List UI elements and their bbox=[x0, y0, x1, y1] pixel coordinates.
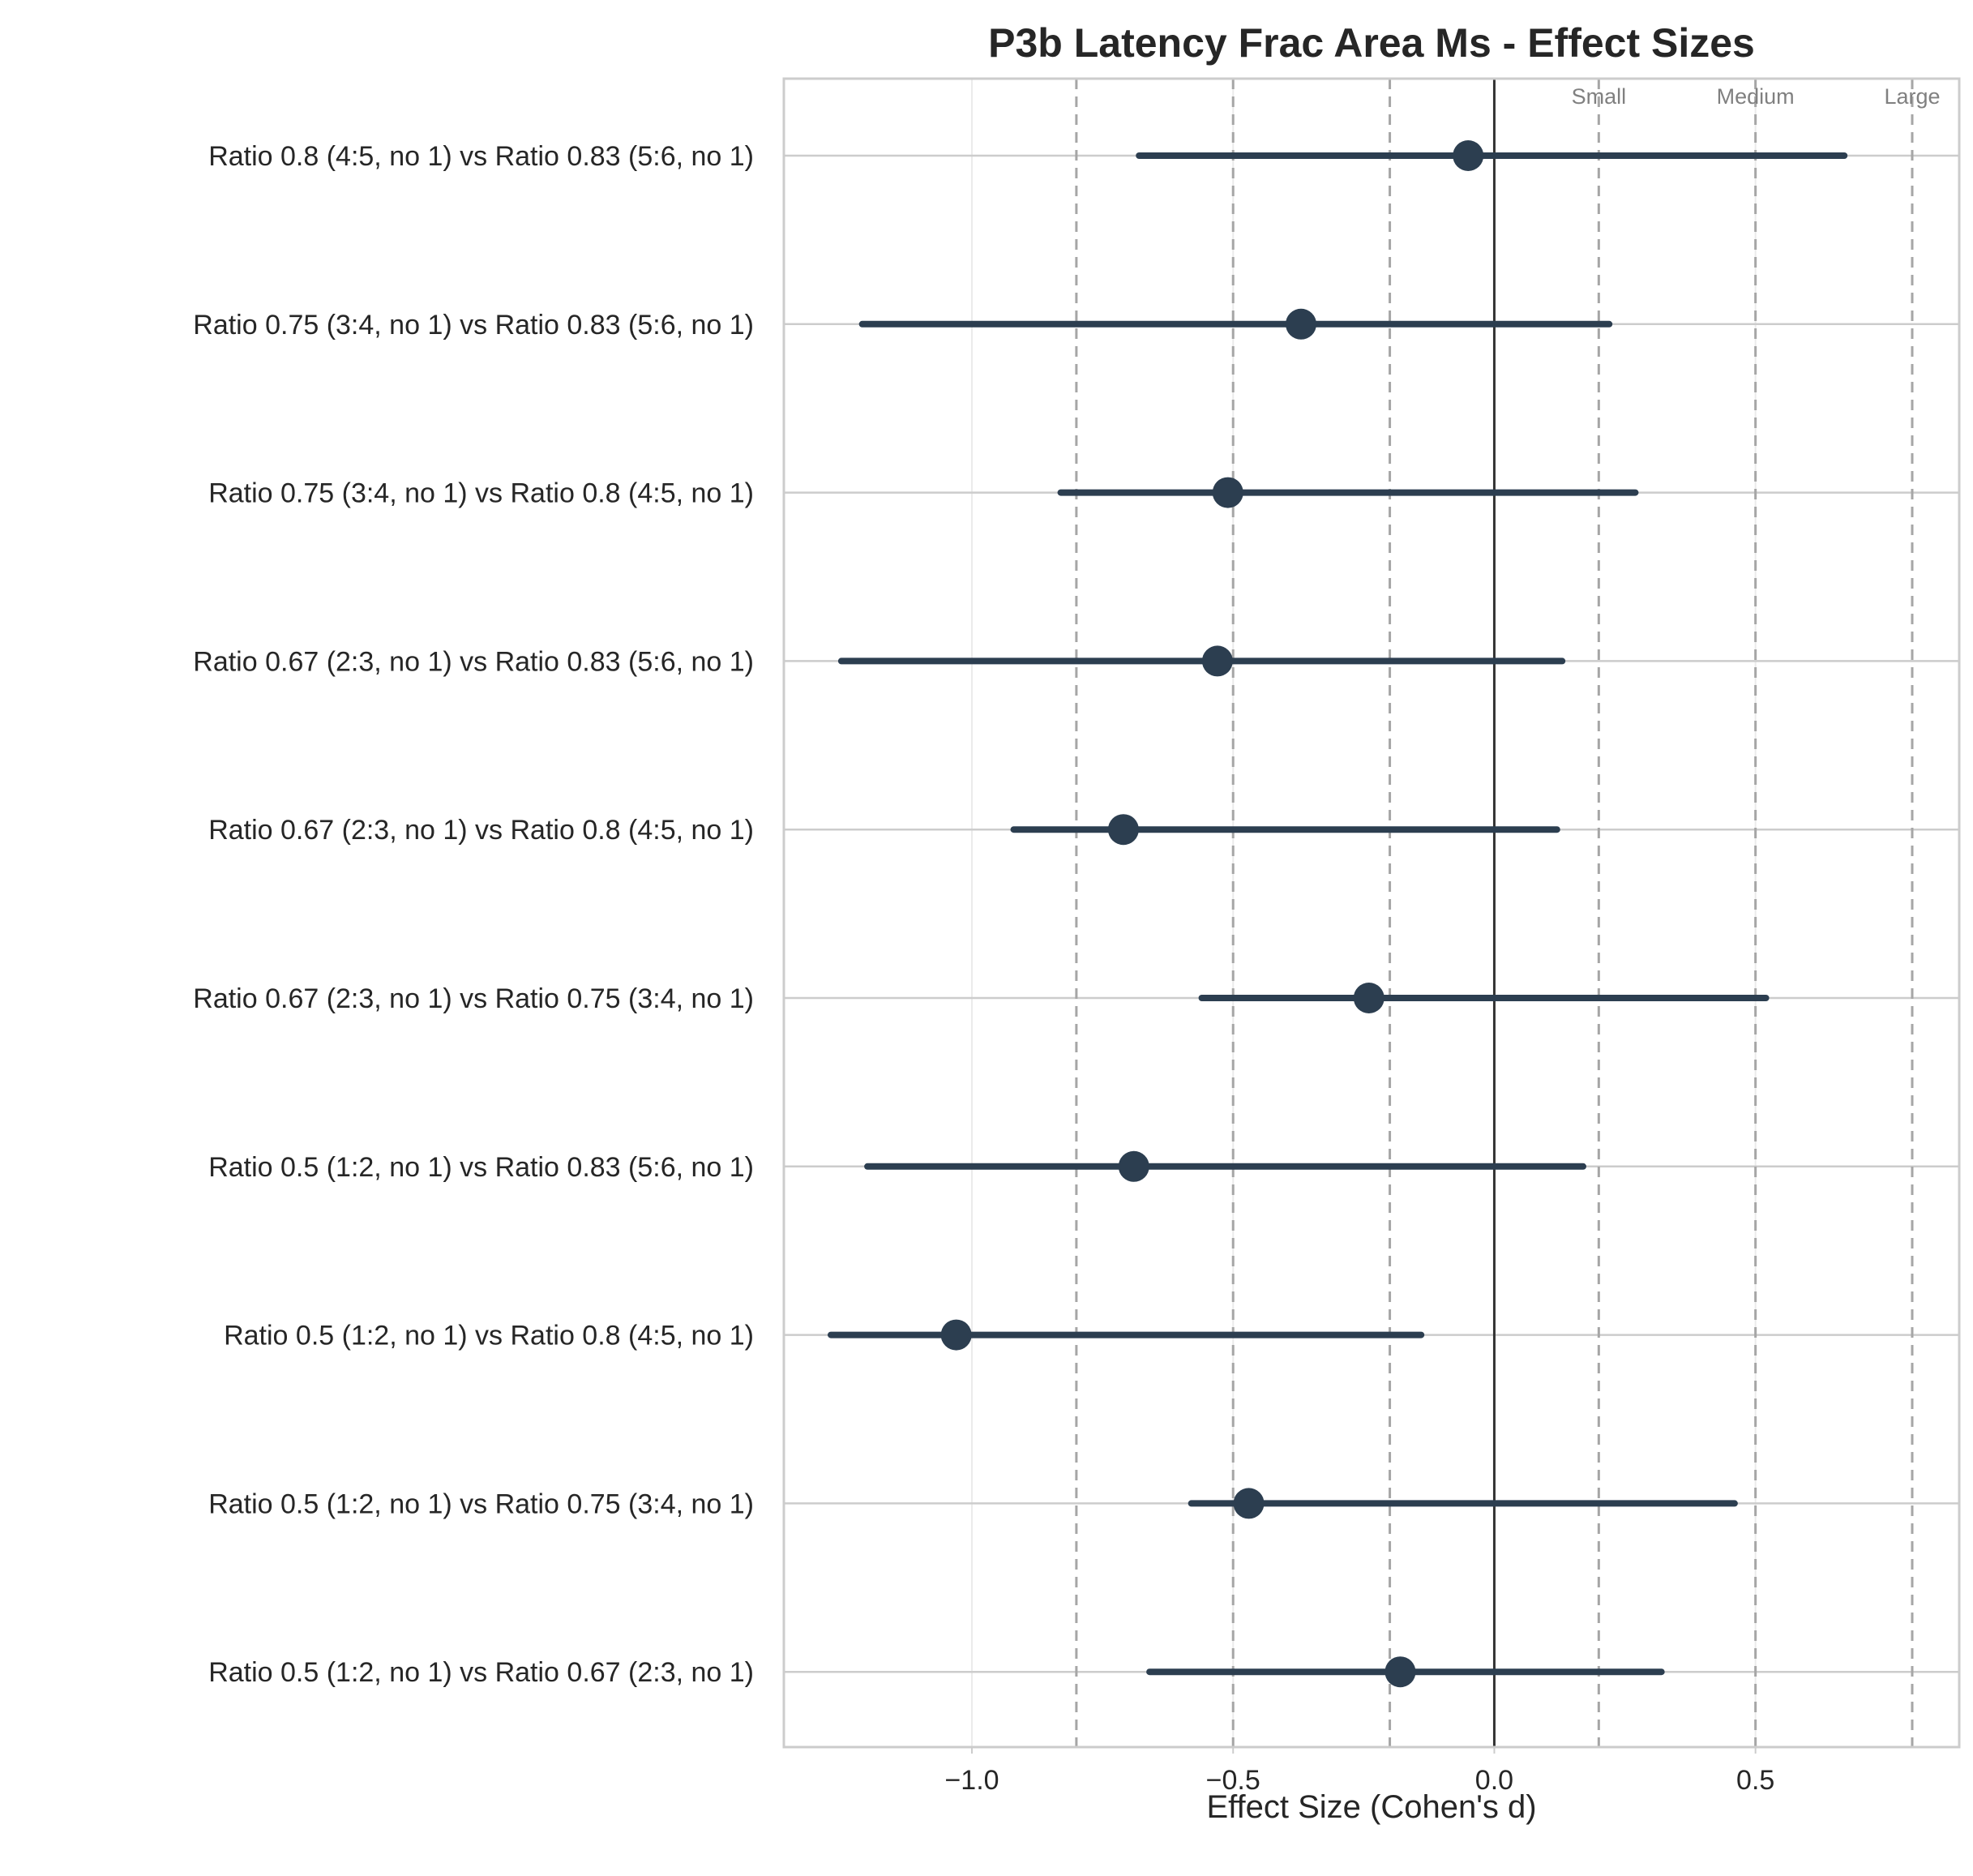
y-tick-label: Ratio 0.5 (1:2, no 1) vs Ratio 0.83 (5:6… bbox=[208, 1152, 754, 1183]
x-axis-label: Effect Size (Cohen's d) bbox=[1206, 1789, 1536, 1825]
effect-point bbox=[1453, 140, 1484, 171]
y-tick-label: Ratio 0.75 (3:4, no 1) vs Ratio 0.8 (4:5… bbox=[208, 478, 754, 509]
y-tick-label: Ratio 0.5 (1:2, no 1) vs Ratio 0.75 (3:4… bbox=[208, 1488, 754, 1519]
effect-point bbox=[940, 1319, 972, 1351]
x-tick-label: 0.5 bbox=[1736, 1765, 1774, 1796]
effect-marks bbox=[828, 140, 1848, 1688]
x-tick-labels: −1.0 −0.5 0.0 0.5 bbox=[944, 1747, 1774, 1796]
x-tick-label: 0.0 bbox=[1475, 1765, 1513, 1796]
reference-lines bbox=[1075, 79, 1914, 1747]
effect-point bbox=[1212, 477, 1243, 508]
y-tick-label: Ratio 0.75 (3:4, no 1) vs Ratio 0.83 (5:… bbox=[193, 310, 754, 341]
y-tick-label: Ratio 0.5 (1:2, no 1) vs Ratio 0.67 (2:3… bbox=[208, 1657, 754, 1688]
y-tick-label: Ratio 0.8 (4:5, no 1) vs Ratio 0.83 (5:6… bbox=[208, 141, 754, 172]
y-tick-label: Ratio 0.67 (2:3, no 1) vs Ratio 0.75 (3:… bbox=[193, 983, 754, 1014]
reference-labels: Small Medium Large bbox=[1572, 84, 1941, 109]
x-tick-label: −0.5 bbox=[1206, 1765, 1260, 1796]
effect-point bbox=[1286, 308, 1316, 340]
reference-label-small: Small bbox=[1572, 84, 1627, 109]
x-tick-label: −1.0 bbox=[944, 1765, 999, 1796]
y-tick-label: Ratio 0.5 (1:2, no 1) vs Ratio 0.8 (4:5,… bbox=[224, 1321, 754, 1351]
grid-layer bbox=[784, 79, 1959, 1747]
effect-point bbox=[1233, 1488, 1265, 1519]
effect-point bbox=[1118, 1150, 1149, 1182]
y-tick-label: Ratio 0.67 (2:3, no 1) vs Ratio 0.8 (4:5… bbox=[208, 815, 754, 846]
effect-point bbox=[1385, 1656, 1416, 1688]
y-tick-label: Ratio 0.67 (2:3, no 1) vs Ratio 0.83 (5:… bbox=[193, 646, 754, 677]
plot-frame bbox=[782, 77, 1961, 1749]
chart-title: P3b Latency Frac Area Ms - Effect Sizes bbox=[988, 20, 1755, 66]
effect-point bbox=[1201, 645, 1233, 677]
effect-point bbox=[1353, 983, 1385, 1013]
y-tick-labels: Ratio 0.8 (4:5, no 1) vs Ratio 0.83 (5:6… bbox=[193, 141, 754, 1688]
effect-point bbox=[1107, 814, 1139, 846]
reference-label-medium: Medium bbox=[1717, 84, 1795, 109]
reference-label-large: Large bbox=[1884, 84, 1940, 109]
